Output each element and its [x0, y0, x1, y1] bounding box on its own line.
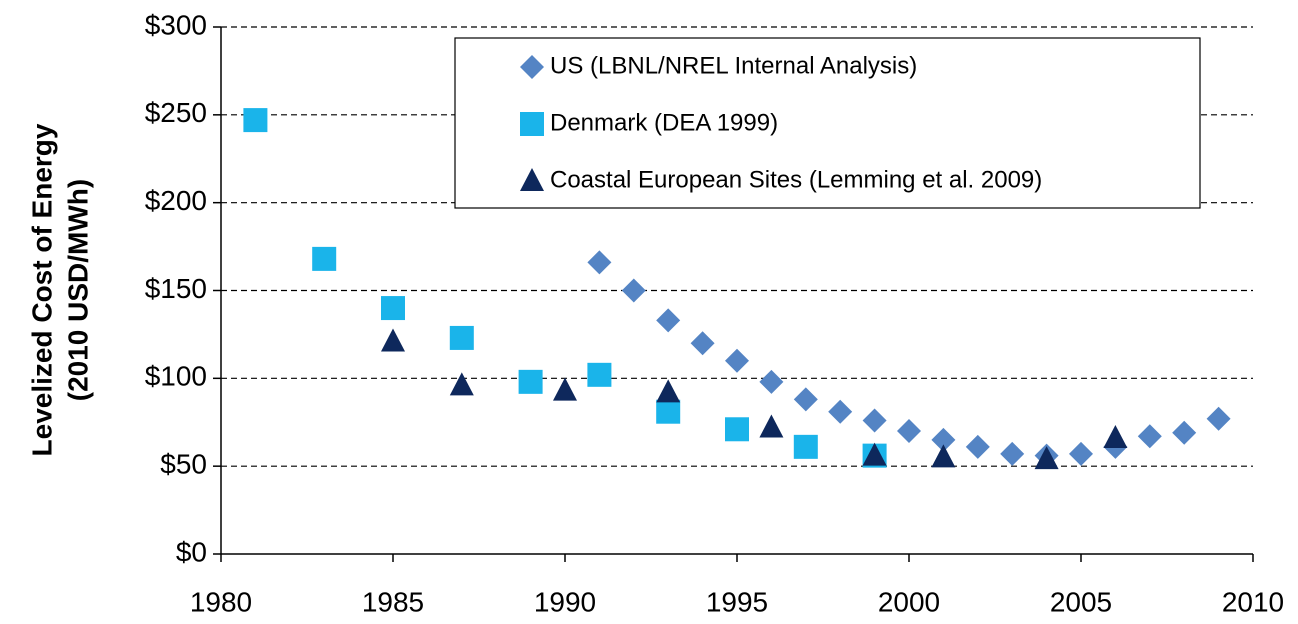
diamond-marker: [862, 408, 887, 433]
y-axis-label: (2010 USD/MWh): [62, 179, 93, 401]
triangle-marker: [862, 442, 887, 466]
legend-box: [454, 37, 1201, 209]
diamond-marker: [1137, 424, 1162, 449]
x-tick-label: 1985: [362, 586, 424, 617]
triangle-marker: [656, 379, 681, 403]
square-marker: [656, 399, 681, 424]
diamond-marker: [690, 331, 715, 356]
square-marker: [587, 362, 612, 387]
x-tick-label: 2010: [1222, 586, 1284, 617]
triangle-marker: [520, 168, 544, 191]
diamond-marker: [931, 427, 956, 452]
triangle-marker: [449, 372, 474, 396]
square-marker: [725, 417, 749, 442]
diamond-marker: [793, 387, 818, 412]
triangle-marker: [1103, 425, 1128, 449]
y-axis-label: Levelized Cost of Energy: [26, 123, 57, 456]
diamond-marker: [1000, 441, 1025, 466]
y-tick-label: $50: [160, 449, 207, 480]
square-marker: [312, 246, 337, 271]
diamond-marker: [725, 348, 749, 373]
y-tick-label: $0: [176, 536, 207, 567]
y-tick-label: $100: [145, 361, 207, 392]
y-tick-label: $250: [145, 97, 207, 128]
x-tick-label: 1980: [190, 586, 252, 617]
square-marker: [793, 434, 818, 459]
diamond-marker: [621, 278, 646, 303]
diamond-marker: [1172, 420, 1197, 445]
triangle-marker: [759, 414, 784, 438]
y-tick-label: $200: [145, 185, 207, 216]
square-marker: [518, 369, 543, 394]
triangle-marker: [1034, 446, 1059, 470]
square-marker: [449, 325, 474, 350]
diamond-marker: [1069, 441, 1093, 466]
x-tick-label: 1990: [534, 586, 596, 617]
legend-label: Coastal European Sites (Lemming et al. 2…: [550, 166, 1042, 193]
x-tick-label: 2000: [878, 586, 940, 617]
legend-label: US (LBNL/NREL Internal Analysis): [550, 52, 917, 79]
diamond-marker: [965, 434, 990, 459]
triangle-marker: [553, 377, 577, 401]
diamond-marker: [828, 399, 853, 424]
square-marker: [243, 108, 268, 133]
diamond-marker: [656, 308, 681, 333]
y-tick-label: $300: [145, 9, 207, 40]
square-marker: [381, 296, 405, 321]
legend-label: Denmark (DEA 1999): [550, 109, 778, 136]
diamond-marker: [897, 419, 921, 444]
diamond-marker: [587, 250, 612, 275]
diamond-marker: [759, 369, 784, 394]
diamond-marker: [520, 55, 544, 79]
square-marker: [520, 112, 544, 136]
x-tick-label: 2005: [1050, 586, 1112, 617]
y-tick-label: $150: [145, 273, 207, 304]
x-tick-label: 1995: [706, 586, 768, 617]
triangle-marker: [931, 444, 956, 468]
triangle-marker: [381, 328, 405, 352]
diamond-marker: [1206, 406, 1231, 431]
